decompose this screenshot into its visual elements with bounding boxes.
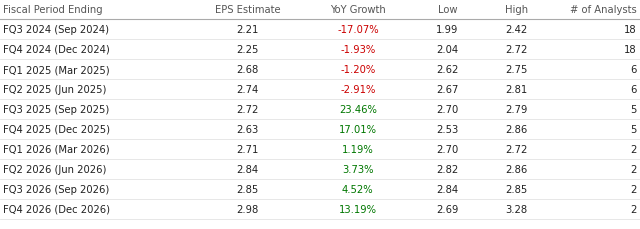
- Text: 2.84: 2.84: [436, 184, 458, 194]
- Bar: [0, 80, 640, 100]
- Text: # of Analysts: # of Analysts: [570, 5, 637, 15]
- Text: 2.42: 2.42: [505, 25, 527, 35]
- Text: FQ1 2026 (Mar 2026): FQ1 2026 (Mar 2026): [3, 144, 110, 154]
- Text: 3.28: 3.28: [505, 204, 527, 214]
- Text: Low: Low: [438, 5, 457, 15]
- Text: 2.21: 2.21: [237, 25, 259, 35]
- Bar: [0, 20, 640, 40]
- Text: 2.62: 2.62: [436, 65, 458, 75]
- Text: 2.04: 2.04: [436, 45, 458, 55]
- Text: 13.19%: 13.19%: [339, 204, 377, 214]
- Text: 2.79: 2.79: [505, 105, 527, 114]
- Text: -2.91%: -2.91%: [340, 85, 376, 95]
- Bar: [0, 120, 640, 139]
- Text: 6: 6: [630, 65, 637, 75]
- Text: 2.63: 2.63: [237, 124, 259, 134]
- Text: 2.84: 2.84: [237, 164, 259, 174]
- Bar: [0, 159, 640, 179]
- Text: 2.70: 2.70: [436, 105, 458, 114]
- Text: FQ4 2026 (Dec 2026): FQ4 2026 (Dec 2026): [3, 204, 111, 214]
- Text: 4.52%: 4.52%: [342, 184, 374, 194]
- Text: FQ2 2026 (Jun 2026): FQ2 2026 (Jun 2026): [3, 164, 107, 174]
- Text: 2.69: 2.69: [436, 204, 458, 214]
- Text: 2.71: 2.71: [237, 144, 259, 154]
- Text: 5: 5: [630, 105, 637, 114]
- Text: 17.01%: 17.01%: [339, 124, 377, 134]
- Text: 2.85: 2.85: [237, 184, 259, 194]
- Text: 23.46%: 23.46%: [339, 105, 377, 114]
- Text: -17.07%: -17.07%: [337, 25, 379, 35]
- Text: 2.25: 2.25: [237, 45, 259, 55]
- Text: FQ3 2024 (Sep 2024): FQ3 2024 (Sep 2024): [3, 25, 109, 35]
- Text: FQ1 2025 (Mar 2025): FQ1 2025 (Mar 2025): [3, 65, 110, 75]
- Text: 1.99: 1.99: [436, 25, 458, 35]
- Bar: [0, 179, 640, 199]
- Text: 2.86: 2.86: [505, 164, 527, 174]
- Text: FQ3 2026 (Sep 2026): FQ3 2026 (Sep 2026): [3, 184, 109, 194]
- Bar: [0, 40, 640, 60]
- Bar: [0, 0, 640, 20]
- Text: 2: 2: [630, 184, 637, 194]
- Text: 1.19%: 1.19%: [342, 144, 374, 154]
- Text: -1.20%: -1.20%: [340, 65, 376, 75]
- Text: 2.72: 2.72: [505, 144, 527, 154]
- Bar: [0, 139, 640, 159]
- Text: 2: 2: [630, 164, 637, 174]
- Text: 2.82: 2.82: [436, 164, 458, 174]
- Text: 3.73%: 3.73%: [342, 164, 374, 174]
- Text: 6: 6: [630, 85, 637, 95]
- Bar: [0, 60, 640, 80]
- Text: FQ4 2025 (Dec 2025): FQ4 2025 (Dec 2025): [3, 124, 111, 134]
- Text: 2.72: 2.72: [505, 45, 527, 55]
- Text: 2: 2: [630, 204, 637, 214]
- Text: FQ2 2025 (Jun 2025): FQ2 2025 (Jun 2025): [3, 85, 107, 95]
- Text: 2.98: 2.98: [237, 204, 259, 214]
- Text: 2.74: 2.74: [237, 85, 259, 95]
- Text: -1.93%: -1.93%: [340, 45, 376, 55]
- Text: 2.85: 2.85: [505, 184, 527, 194]
- Text: 2.53: 2.53: [436, 124, 458, 134]
- Text: 2.86: 2.86: [505, 124, 527, 134]
- Text: 5: 5: [630, 124, 637, 134]
- Bar: [0, 100, 640, 120]
- Text: 18: 18: [624, 25, 637, 35]
- Text: 2: 2: [630, 144, 637, 154]
- Text: FQ4 2024 (Dec 2024): FQ4 2024 (Dec 2024): [3, 45, 110, 55]
- Text: 2.75: 2.75: [505, 65, 527, 75]
- Text: 2.72: 2.72: [237, 105, 259, 114]
- Text: 2.81: 2.81: [505, 85, 527, 95]
- Text: YoY Growth: YoY Growth: [330, 5, 386, 15]
- Text: 2.70: 2.70: [436, 144, 458, 154]
- Text: 18: 18: [624, 45, 637, 55]
- Bar: [0, 199, 640, 219]
- Text: High: High: [504, 5, 528, 15]
- Text: Fiscal Period Ending: Fiscal Period Ending: [3, 5, 103, 15]
- Text: 2.67: 2.67: [436, 85, 458, 95]
- Text: EPS Estimate: EPS Estimate: [215, 5, 280, 15]
- Text: FQ3 2025 (Sep 2025): FQ3 2025 (Sep 2025): [3, 105, 109, 114]
- Text: 2.68: 2.68: [237, 65, 259, 75]
